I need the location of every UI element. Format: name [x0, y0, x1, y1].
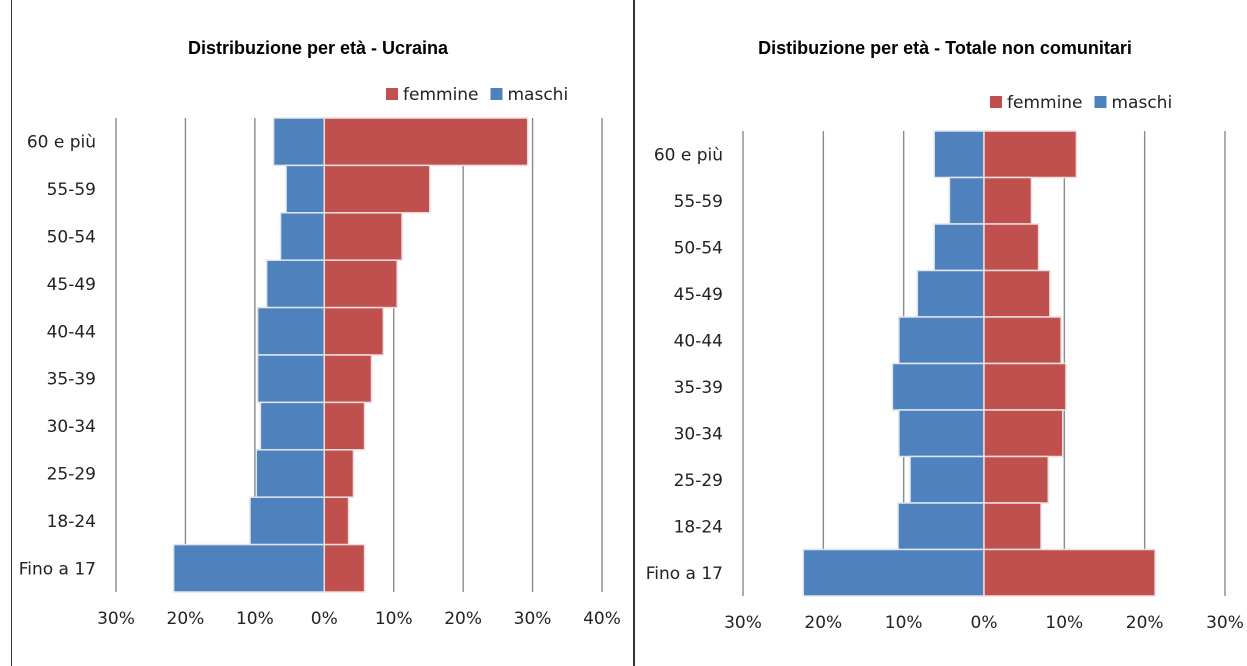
chart-panel-ucraina: Distribuzione per età - Ucraina 60 e più 5…	[18, 38, 621, 629]
legend-swatch-femmine	[990, 96, 1002, 108]
x-tick-label: 20%	[1126, 613, 1164, 633]
bar-femmine	[983, 548, 1156, 597]
x-tick-label: 20%	[167, 609, 205, 629]
legend-label-maschi: maschi	[508, 85, 569, 105]
chart-title: Distibuzione per età - Totale non comuni…	[758, 38, 1132, 58]
bar-femmine	[983, 362, 1067, 411]
chart-panel-totale: Distibuzione per età - Totale non comuni…	[633, 0, 1247, 666]
category-label: Fino a 17	[646, 564, 723, 584]
bar-femmine	[323, 259, 398, 309]
chart-totale-svg: Distibuzione per età - Totale non comuni…	[646, 38, 1244, 633]
bar-maschi	[249, 496, 326, 546]
category-label: 55-59	[674, 192, 723, 212]
category-label: 30-34	[47, 417, 96, 437]
bar-femmine	[983, 502, 1042, 551]
legend-label-femmine: femmine	[403, 85, 479, 105]
x-tick-label: 0%	[971, 613, 998, 633]
bar-maschi	[948, 176, 985, 225]
bar-maschi	[933, 223, 985, 272]
bar-maschi	[172, 543, 326, 593]
category-label: 35-39	[674, 378, 723, 398]
x-tick-label: 30%	[97, 609, 135, 629]
x-tick-label: 10%	[236, 609, 274, 629]
x-tick-label: 20%	[444, 609, 482, 629]
x-tick-label: 40%	[583, 609, 621, 629]
bar-maschi	[916, 269, 985, 318]
category-label: 30-34	[674, 424, 723, 444]
category-label: 55-59	[47, 180, 96, 200]
bar-maschi	[909, 455, 985, 504]
bar-femmine	[983, 176, 1033, 225]
bar-maschi	[255, 449, 326, 498]
bar-maschi	[933, 130, 985, 179]
chart-title: Distribuzione per età - Ucraina	[188, 38, 449, 58]
bar-femmine	[323, 164, 431, 214]
bar-maschi	[265, 259, 326, 309]
legend-swatch-femmine	[386, 88, 398, 100]
bar-maschi	[898, 409, 985, 458]
bar-femmine	[323, 212, 403, 261]
chart-ucraina-svg: Distribuzione per età - Ucraina 60 e più 5…	[19, 38, 621, 629]
bar-femmine	[323, 306, 385, 356]
category-label: 18-24	[47, 512, 96, 532]
category-label: 45-49	[674, 285, 723, 305]
bar-maschi	[279, 212, 326, 261]
x-tick-label: 30%	[514, 609, 552, 629]
category-label: 18-24	[674, 517, 723, 537]
bar-femmine	[323, 354, 373, 404]
bar-maschi	[898, 316, 985, 365]
bar-maschi	[256, 306, 326, 356]
x-tick-label: 30%	[1206, 613, 1244, 633]
category-label: Fino a 17	[19, 559, 96, 579]
category-label: 60 e più	[27, 133, 96, 153]
frame-left-border	[11, 0, 12, 666]
x-tick-label: 20%	[804, 613, 842, 633]
bar-femmine	[323, 496, 350, 546]
bar-maschi	[285, 164, 326, 214]
category-label: 35-39	[47, 370, 96, 390]
bar-femmine	[983, 130, 1078, 179]
category-label: 40-44	[674, 331, 723, 351]
x-tick-label: 10%	[885, 613, 923, 633]
bar-maschi	[259, 401, 326, 451]
bar-femmine	[983, 409, 1064, 458]
legend-swatch-maschi	[490, 88, 503, 100]
legend-label-maschi: maschi	[1112, 93, 1173, 113]
category-label: 50-54	[47, 228, 96, 248]
bar-maschi	[272, 117, 326, 167]
bar-maschi	[256, 354, 326, 404]
bar-maschi	[897, 502, 985, 551]
bar-femmine	[323, 401, 366, 451]
bar-maschi	[891, 362, 985, 411]
x-tick-label: 10%	[375, 609, 413, 629]
category-label: 25-29	[674, 471, 723, 491]
x-tick-label: 10%	[1045, 613, 1083, 633]
bar-femmine	[983, 455, 1050, 504]
category-label: 25-29	[47, 465, 96, 485]
bar-femmine	[983, 269, 1051, 318]
legend-label-femmine: femmine	[1007, 93, 1083, 113]
x-tick-label: 30%	[724, 613, 762, 633]
bar-femmine	[323, 117, 529, 167]
frame-divider	[633, 0, 635, 666]
category-label: 50-54	[674, 238, 723, 258]
category-label: 45-49	[47, 275, 96, 295]
category-label: 40-44	[47, 322, 96, 342]
bar-femmine	[323, 449, 355, 498]
bar-femmine	[323, 543, 366, 593]
x-tick-label: 0%	[311, 609, 338, 629]
bar-femmine	[983, 316, 1062, 365]
bar-femmine	[983, 223, 1040, 272]
category-label: 60 e più	[654, 145, 723, 165]
bar-maschi	[802, 548, 985, 597]
legend-swatch-maschi	[1094, 96, 1107, 108]
